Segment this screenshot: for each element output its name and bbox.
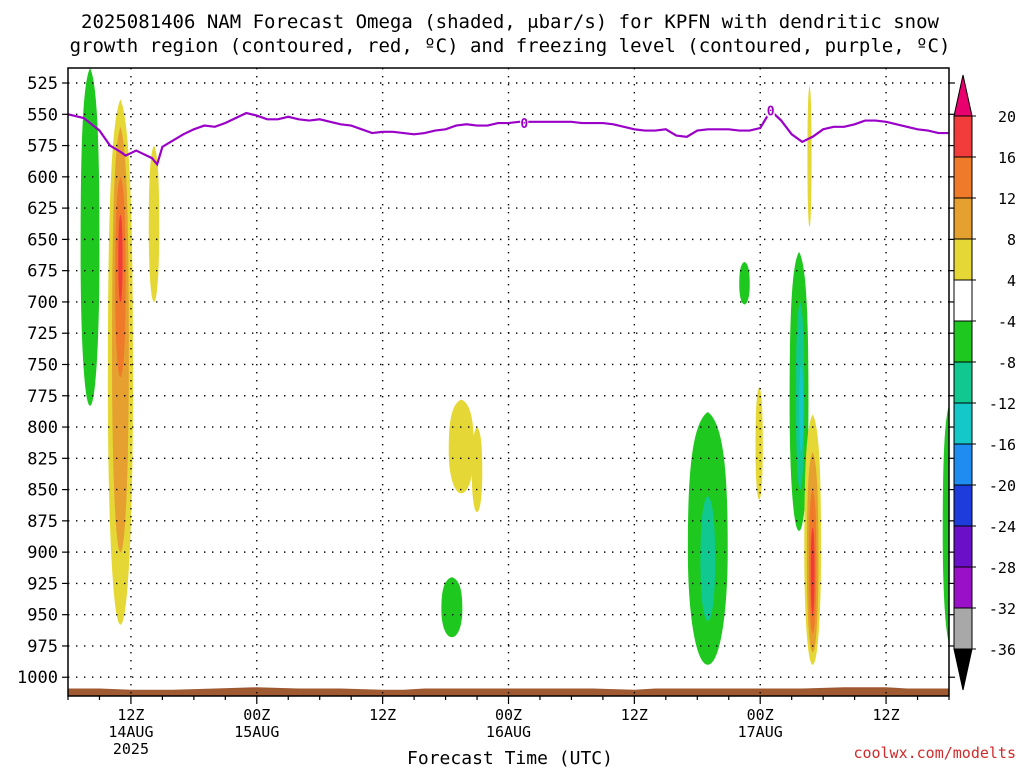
colorbar-label: -4: [998, 313, 1016, 331]
colorbar-swatch: [953, 320, 973, 363]
y-tick-label: 575: [27, 137, 58, 157]
omega-region: [118, 214, 123, 302]
grid: [68, 68, 949, 696]
x-tick-year-label: 2025: [113, 740, 149, 758]
y-tick-label: 600: [27, 168, 58, 188]
x-tick-label: 00Z: [747, 706, 774, 724]
y-tick-label: 750: [27, 355, 58, 375]
colorbar-label: -36: [989, 641, 1016, 659]
x-tick-label: 12Z: [369, 706, 396, 724]
omega-region: [807, 85, 812, 227]
colorbar-swatch: [953, 197, 973, 240]
x-tick-date-label: 16AUG: [486, 723, 531, 741]
colorbar-label: -8: [998, 354, 1016, 372]
freezing-level-label: 0: [520, 117, 528, 132]
y-tick-label: 925: [27, 574, 58, 594]
y-tick-label: 775: [27, 387, 58, 407]
colorbar-swatch: [953, 484, 973, 527]
y-tick-label: 700: [27, 293, 58, 313]
omega-shading: [80, 68, 949, 665]
terrain: [68, 687, 949, 696]
colorbar-label: 4: [1007, 272, 1016, 290]
chart-title-line1: 2025081406 NAM Forecast Omega (shaded, μ…: [81, 11, 939, 33]
y-tick-label: 1000: [17, 668, 58, 688]
x-tick-date-label: 15AUG: [234, 723, 279, 741]
colorbar-label: -24: [989, 518, 1016, 536]
omega-region: [810, 527, 815, 615]
y-tick-label: 650: [27, 230, 58, 250]
colorbar-swatch: [953, 238, 973, 281]
x-tick-label: 12Z: [873, 706, 900, 724]
y-tick-label: 625: [27, 199, 58, 219]
x-tick-date-label: 17AUG: [738, 723, 783, 741]
colorbar-swatch: [953, 525, 973, 568]
omega-region: [755, 387, 763, 500]
colorbar-swatch: [953, 279, 973, 322]
omega-region: [148, 145, 160, 302]
x-tick-label: 12Z: [621, 706, 648, 724]
y-tick-label: 875: [27, 512, 58, 532]
colorbar-swatch: [953, 607, 973, 650]
freezing-level-label-bg: [520, 116, 529, 130]
credit-text: coolwx.com/modelts: [853, 744, 1016, 762]
colorbar: 20 16 12 8 4 -4 -8 -12 -16 -20 -24 -28 -32 -36: [953, 74, 1016, 691]
colorbar-label: -16: [989, 436, 1016, 454]
y-tick-label: 725: [27, 324, 58, 344]
y-tick-label: 525: [27, 74, 58, 94]
plot-area: 00: [67, 67, 950, 697]
y-tick-label: 550: [27, 105, 58, 125]
colorbar-label: 8: [1007, 231, 1016, 249]
omega-region: [448, 399, 474, 494]
omega-region: [471, 427, 483, 513]
freezing-level-label: 0: [767, 105, 775, 120]
y-tick-label: 800: [27, 418, 58, 438]
omega-region: [80, 68, 100, 406]
y-tick-label: 900: [27, 543, 58, 563]
colorbar-swatch: [953, 361, 973, 404]
colorbar-label: 20: [998, 108, 1016, 126]
y-tick-label: 825: [27, 449, 58, 469]
terrain-surface: [68, 687, 949, 696]
freezing-level-contour: 00: [68, 103, 949, 167]
colorbar-label: 16: [998, 149, 1016, 167]
x-tick-label: 12Z: [117, 706, 144, 724]
colorbar-label: -12: [989, 395, 1016, 413]
colorbar-swatch: [953, 115, 973, 158]
omega-region: [441, 577, 463, 638]
colorbar-swatch: [953, 402, 973, 445]
omega-region: [942, 404, 949, 643]
y-tick-label: 850: [27, 481, 58, 501]
x-tick-label: 00Z: [243, 706, 270, 724]
colorbar-label: -32: [989, 600, 1016, 618]
freezing-level-label-bg: [766, 103, 775, 117]
omega-region: [799, 364, 804, 453]
colorbar-label: -20: [989, 477, 1016, 495]
colorbar-label: -28: [989, 559, 1016, 577]
x-tick-label: 00Z: [495, 706, 522, 724]
x-tick-date-label: 14AUG: [108, 723, 153, 741]
x-axis-title: Forecast Time (UTC): [407, 748, 613, 768]
y-tick-label: 950: [27, 606, 58, 626]
y-tick-label: 975: [27, 637, 58, 657]
colorbar-label: 12: [998, 190, 1016, 208]
colorbar-swatch: [953, 566, 973, 609]
y-tick-label: 675: [27, 262, 58, 282]
colorbar-swatch: [953, 443, 973, 486]
chart-title-line2: growth region (contoured, red, ºC) and f…: [70, 35, 951, 57]
y-axis: 525 550 575 600 625 650 675 700 725 750 775 800 825 8…: [17, 74, 955, 688]
omega-region: [739, 261, 750, 305]
omega-region: [700, 495, 716, 621]
freezing-level-line: [68, 108, 949, 167]
colorbar-bottom-triangle: [953, 648, 973, 691]
colorbar-swatch: [953, 156, 973, 199]
